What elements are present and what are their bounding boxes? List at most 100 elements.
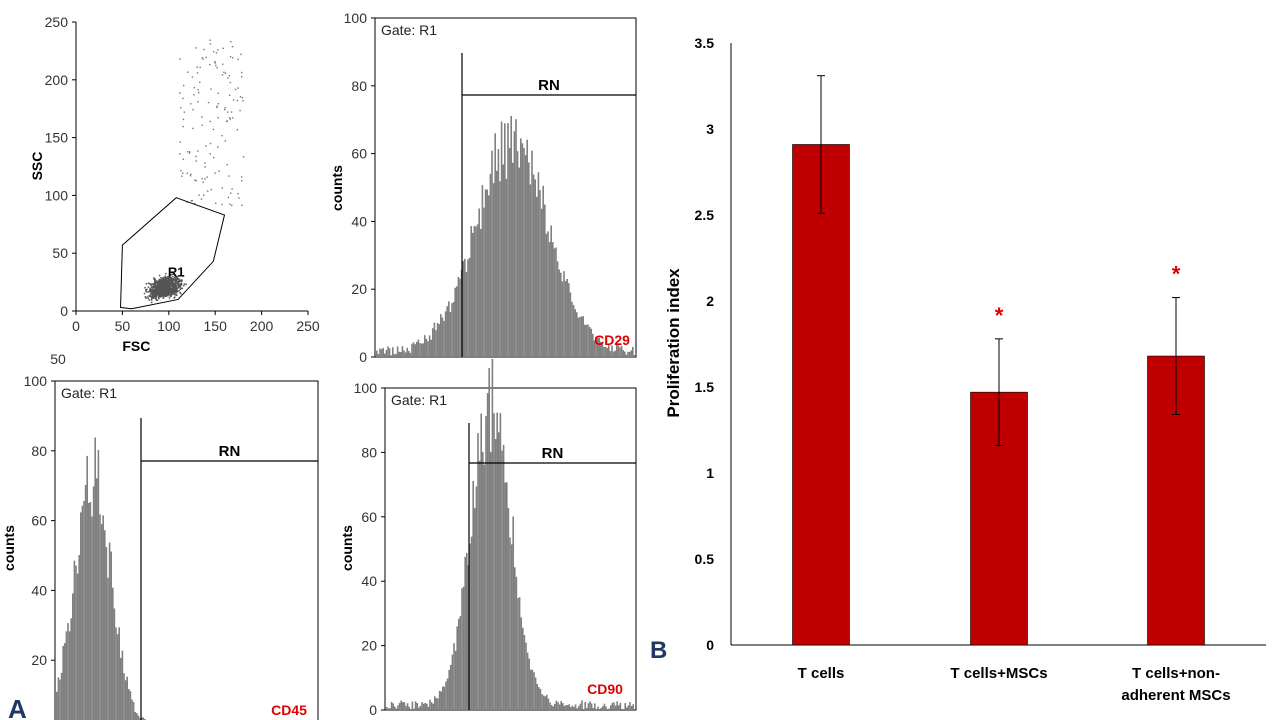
hist-bin: [419, 343, 421, 357]
scatter-point: [158, 280, 160, 282]
hist-bin: [558, 269, 560, 357]
hist-bin: [568, 704, 570, 710]
hist-bin: [488, 195, 490, 357]
scatter-point: [217, 103, 220, 105]
hist-bin: [121, 650, 124, 720]
hist-bin: [534, 179, 536, 357]
hist-bin: [542, 695, 545, 710]
hist-bin: [536, 683, 538, 710]
scatter-point: [168, 291, 171, 293]
hist-bin: [476, 224, 479, 357]
hist-bin: [549, 702, 551, 710]
hist-bin: [548, 242, 551, 357]
hist-bin: [398, 351, 400, 357]
scatter-point: [153, 285, 155, 287]
scatter-point: [242, 100, 244, 102]
scatter-point: [162, 297, 164, 299]
scatter-point: [171, 280, 173, 282]
hist-bin: [385, 350, 388, 357]
scatter-point: [170, 277, 172, 280]
scatter-point: [179, 288, 181, 290]
hist-bin: [449, 311, 452, 357]
scatter-point: [156, 299, 159, 301]
scatter-point: [161, 280, 163, 282]
scatter-point: [180, 169, 182, 172]
hist-bin: [555, 247, 557, 357]
scatter-point: [171, 281, 173, 284]
hist-bin: [408, 706, 410, 710]
panel-label-b: B: [650, 637, 667, 664]
hist-bin: [392, 703, 394, 710]
hist-bin: [490, 451, 492, 710]
hist-bin: [384, 353, 386, 357]
scatter-point: [240, 76, 243, 78]
scatter-point: [176, 276, 179, 278]
hist-bin: [451, 654, 454, 710]
hist-bin: [89, 502, 92, 720]
scatter-point: [153, 291, 155, 293]
hist-bin: [558, 704, 561, 710]
scatter-point: [237, 87, 239, 89]
scatter-point: [227, 77, 229, 79]
hist-bin: [394, 706, 396, 710]
scatter-point: [197, 150, 199, 152]
scatter-point: [171, 284, 174, 286]
scatter-point: [149, 284, 152, 286]
hist-bin: [507, 507, 510, 710]
scatter-point: [174, 281, 177, 283]
histogram-cd90: 0 20 40 60 80 100 counts RN Gate: R1 CD90: [339, 358, 637, 718]
scatter-point: [227, 111, 229, 113]
scatter-point: [179, 58, 181, 60]
scatter-point: [154, 282, 157, 285]
hist-bin: [435, 698, 438, 710]
hist-bin: [470, 536, 473, 710]
scatter-point: [204, 178, 206, 180]
scatter-point: [177, 283, 179, 286]
hist-bin: [508, 148, 511, 357]
gate-polygon: [120, 197, 226, 310]
scatter-point: [164, 282, 166, 285]
hist-bin: [568, 283, 570, 357]
hist-bin: [573, 706, 575, 710]
scatter-point: [168, 293, 171, 296]
scatter-point: [169, 295, 172, 297]
hist-bin: [462, 586, 465, 710]
scatter-point: [169, 286, 171, 288]
scatter-point: [206, 190, 209, 192]
hist-bin: [126, 676, 128, 720]
scatter-point: [163, 291, 166, 293]
hist-bin: [518, 167, 520, 357]
hist-bin: [406, 703, 409, 710]
scatter-point: [217, 92, 219, 94]
hist-bin: [406, 347, 408, 357]
bar-category-label: T cells+MSCs: [950, 665, 1047, 682]
scatter-point: [160, 291, 162, 294]
hist-bin: [525, 642, 527, 710]
hist-bin: [523, 634, 526, 710]
scatter-point: [172, 278, 175, 281]
hist-bin: [131, 699, 133, 720]
scatter-point: [157, 283, 159, 286]
hist-bin: [129, 691, 132, 720]
scatter-point: [153, 289, 156, 291]
hist-bin: [569, 292, 572, 357]
hist-bin: [139, 717, 141, 720]
scatter-point: [209, 153, 211, 155]
scatter-point: [172, 273, 174, 275]
scatter-point: [163, 282, 165, 284]
hist-bin: [123, 673, 125, 720]
scatter-point: [228, 94, 231, 97]
scatter-point: [172, 291, 175, 293]
scatter-point: [173, 289, 175, 291]
scatter-point: [146, 291, 148, 293]
scatter-point: [176, 280, 178, 283]
hist-bin: [70, 618, 72, 720]
scatter-point: [176, 287, 179, 290]
scatter-point: [176, 278, 179, 280]
scatter-point: [152, 295, 154, 297]
hist-bin: [538, 687, 540, 710]
scatter-point: [166, 289, 169, 292]
hist-bin: [424, 702, 426, 710]
scatter-point: [167, 279, 170, 282]
scatter-point: [157, 288, 159, 291]
